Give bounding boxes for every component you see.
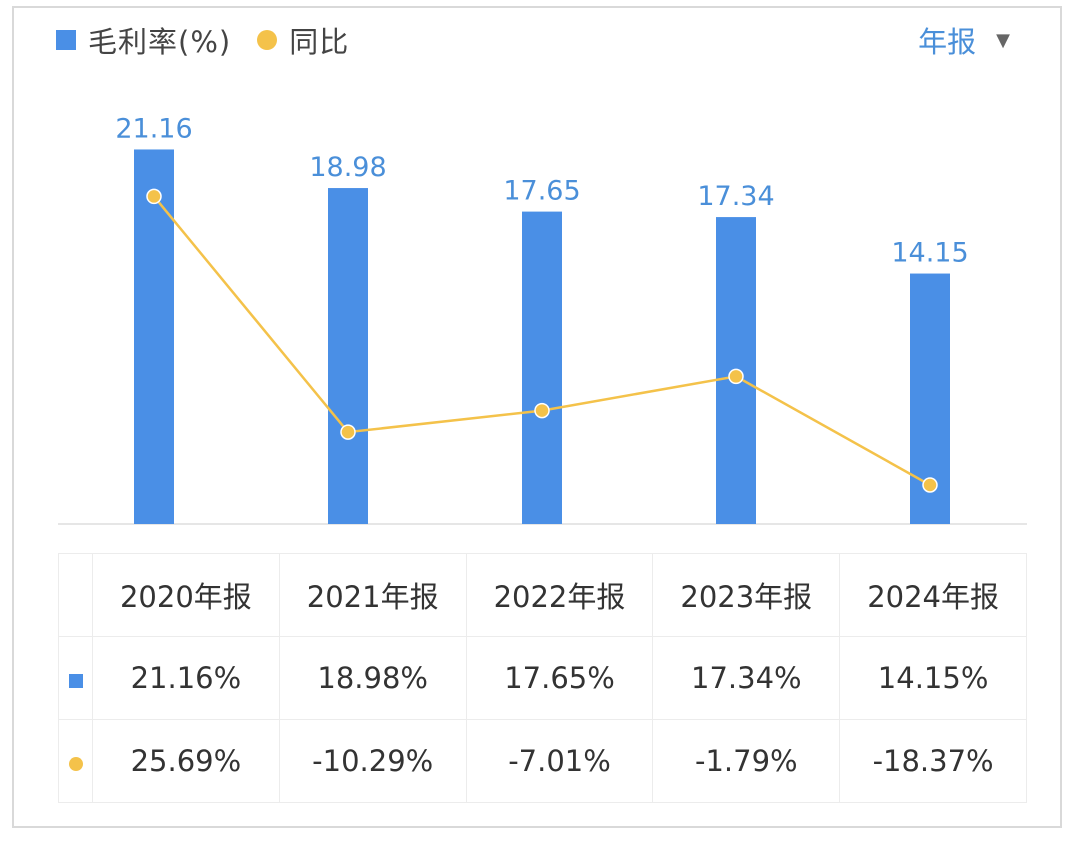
legend-label-yoy: 同比 [289, 25, 350, 59]
table-cell: -18.37% [839, 719, 1027, 803]
table-header-cell: 2021年报 [278, 553, 467, 637]
table-cell: -7.01% [465, 719, 654, 803]
yoy-point-2024年报[interactable] [922, 477, 938, 493]
chart-plot: 21.16 18.98 17.65 17.34 14.15 [58, 113, 1027, 525]
legend-label-margin: 毛利率(%) [88, 25, 232, 59]
bar-marker-icon [68, 674, 83, 688]
table-header-cell: 2024年报 [839, 553, 1027, 637]
legend-item-margin[interactable]: 毛利率(%) [56, 19, 231, 61]
period-selector[interactable]: 年报 ▼ [918, 20, 1010, 60]
yoy-marker-cell [58, 719, 93, 803]
bar-swatch-icon [56, 30, 76, 50]
table-row-margin: 21.16% 18.98% 17.65% 17.34% 14.15% [58, 636, 1027, 720]
bar-2020年报[interactable] [134, 149, 174, 524]
table-cell: -1.79% [652, 719, 841, 803]
bar-value-label: 18.98 [309, 152, 386, 183]
header-marker-cell [58, 553, 93, 637]
legend-item-yoy[interactable]: 同比 [257, 19, 349, 61]
yoy-point-2020年报[interactable] [146, 188, 162, 205]
dot-marker-icon [68, 757, 83, 771]
bar-2022年报[interactable] [522, 211, 562, 524]
table-cell: 21.16% [92, 636, 280, 720]
table-cell: 14.15% [839, 636, 1027, 720]
bar-value-label: 17.34 [697, 181, 774, 212]
table-header-cell: 2020年报 [92, 553, 280, 637]
table-header-cell: 2023年报 [652, 553, 841, 637]
yoy-point-2021年报[interactable] [340, 424, 356, 440]
bar-value-label: 14.15 [891, 238, 968, 269]
yoy-points [146, 188, 938, 493]
table-row-yoy: 25.69% -10.29% -7.01% -1.79% -18.37% [58, 719, 1027, 803]
table-header-cell: 2022年报 [465, 553, 654, 637]
table-cell: 18.98% [278, 636, 467, 720]
legend: 毛利率(%) 同比 [56, 20, 375, 60]
table-header-row: 2020年报 2021年报 2022年报 2023年报 2024年报 [58, 553, 1027, 637]
table-cell: 17.65% [465, 636, 654, 720]
period-selector-label: 年报 [918, 25, 977, 59]
yoy-point-2022年报[interactable] [534, 402, 550, 419]
data-table: 2020年报 2021年报 2022年报 2023年报 2024年报 21.16… [58, 553, 1027, 803]
bar-value-labels: 21.16 18.98 17.65 17.34 14.15 [115, 113, 968, 268]
bar-2021年报[interactable] [328, 188, 368, 524]
yoy-point-2023年报[interactable] [728, 368, 744, 385]
bar-value-label: 17.65 [503, 176, 580, 207]
caret-down-icon: ▼ [996, 29, 1010, 51]
margin-marker-cell [58, 636, 93, 720]
table-cell: -10.29% [278, 719, 467, 803]
table-cell: 17.34% [652, 636, 841, 720]
table-cell: 25.69% [92, 719, 280, 803]
bar-value-label: 21.16 [115, 113, 192, 144]
dot-swatch-icon [257, 30, 278, 50]
